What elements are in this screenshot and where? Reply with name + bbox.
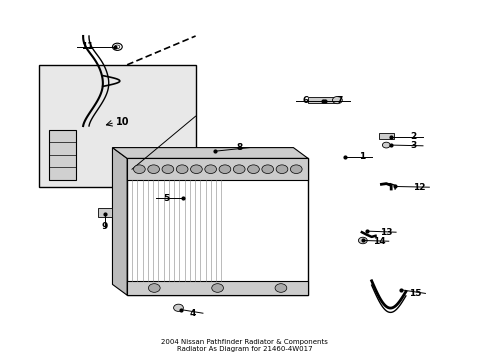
Text: 11: 11 bbox=[81, 42, 93, 51]
Circle shape bbox=[148, 284, 160, 292]
Text: 13: 13 bbox=[379, 228, 392, 237]
Text: 2: 2 bbox=[409, 132, 415, 141]
Polygon shape bbox=[112, 148, 127, 295]
Bar bbox=[127, 158, 307, 295]
Bar bbox=[307, 97, 337, 103]
Circle shape bbox=[112, 43, 122, 50]
Circle shape bbox=[162, 165, 173, 174]
Text: 3: 3 bbox=[409, 141, 415, 150]
Text: 9: 9 bbox=[102, 222, 108, 231]
Circle shape bbox=[204, 165, 216, 174]
Text: 2004 Nissan Pathfinder Radiator & Components
Radiator As Diagram for 21460-4W017: 2004 Nissan Pathfinder Radiator & Compon… bbox=[161, 339, 327, 352]
Circle shape bbox=[211, 284, 223, 292]
Circle shape bbox=[262, 165, 273, 174]
Text: 12: 12 bbox=[412, 183, 425, 192]
Bar bbox=[39, 65, 195, 187]
Text: 14: 14 bbox=[372, 237, 385, 246]
Circle shape bbox=[190, 165, 202, 174]
Text: 10: 10 bbox=[115, 117, 129, 127]
Circle shape bbox=[176, 165, 187, 174]
Circle shape bbox=[382, 142, 389, 148]
Circle shape bbox=[173, 304, 183, 311]
Bar bbox=[49, 130, 76, 180]
Bar bbox=[98, 208, 112, 217]
Text: 6: 6 bbox=[302, 96, 308, 105]
Circle shape bbox=[358, 237, 366, 244]
Circle shape bbox=[332, 96, 342, 104]
Circle shape bbox=[147, 165, 159, 174]
Text: 1: 1 bbox=[358, 152, 364, 161]
Bar bbox=[127, 158, 307, 180]
Circle shape bbox=[233, 165, 244, 174]
Text: 15: 15 bbox=[408, 289, 421, 298]
Circle shape bbox=[133, 165, 145, 174]
Text: 5: 5 bbox=[163, 194, 169, 202]
Circle shape bbox=[290, 165, 302, 174]
Circle shape bbox=[219, 165, 230, 174]
Circle shape bbox=[276, 165, 287, 174]
Circle shape bbox=[247, 165, 259, 174]
Circle shape bbox=[274, 284, 286, 292]
Text: 4: 4 bbox=[189, 309, 196, 318]
Bar bbox=[378, 133, 393, 139]
Circle shape bbox=[115, 45, 120, 49]
Text: 8: 8 bbox=[236, 143, 242, 152]
Text: 7: 7 bbox=[336, 96, 343, 105]
Bar bbox=[127, 281, 307, 295]
Polygon shape bbox=[112, 148, 307, 158]
